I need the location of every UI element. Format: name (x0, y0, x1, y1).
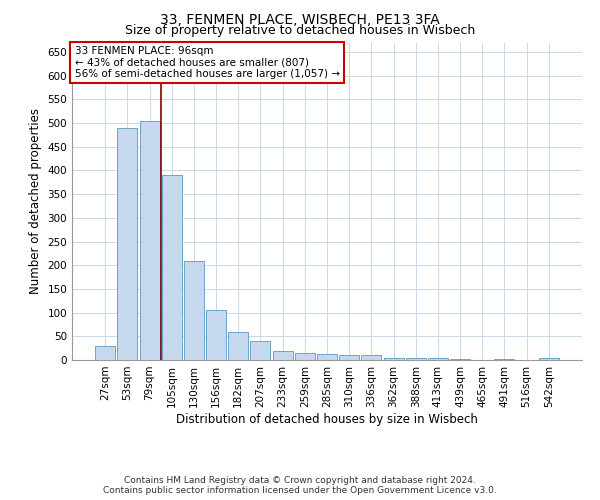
Text: Size of property relative to detached houses in Wisbech: Size of property relative to detached ho… (125, 24, 475, 37)
Bar (406, 358, 426, 360)
Bar (539, 358, 559, 360)
Bar (450, 358, 470, 360)
Bar (95, 346, 115, 360)
Bar (206, 310, 226, 360)
Bar (494, 358, 514, 360)
Bar (317, 354, 337, 360)
Bar (295, 354, 315, 360)
Bar (140, 120, 160, 360)
Text: Contains HM Land Registry data © Crown copyright and database right 2024.
Contai: Contains HM Land Registry data © Crown c… (103, 476, 497, 495)
Bar (162, 175, 182, 360)
Text: 33, FENMEN PLACE, WISBECH, PE13 3FA: 33, FENMEN PLACE, WISBECH, PE13 3FA (160, 12, 440, 26)
Bar (118, 128, 137, 360)
Y-axis label: Number of detached properties: Number of detached properties (29, 108, 42, 294)
X-axis label: Distribution of detached houses by size in Wisbech: Distribution of detached houses by size … (176, 412, 478, 426)
Bar (428, 358, 448, 360)
Bar (339, 356, 359, 360)
Bar (250, 341, 271, 360)
Bar (184, 262, 204, 360)
Text: 33 FENMEN PLACE: 96sqm
← 43% of detached houses are smaller (807)
56% of semi-de: 33 FENMEN PLACE: 96sqm ← 43% of detached… (74, 46, 340, 79)
Bar (272, 352, 293, 360)
Bar (228, 332, 248, 360)
Bar (383, 358, 404, 360)
Bar (361, 356, 382, 360)
